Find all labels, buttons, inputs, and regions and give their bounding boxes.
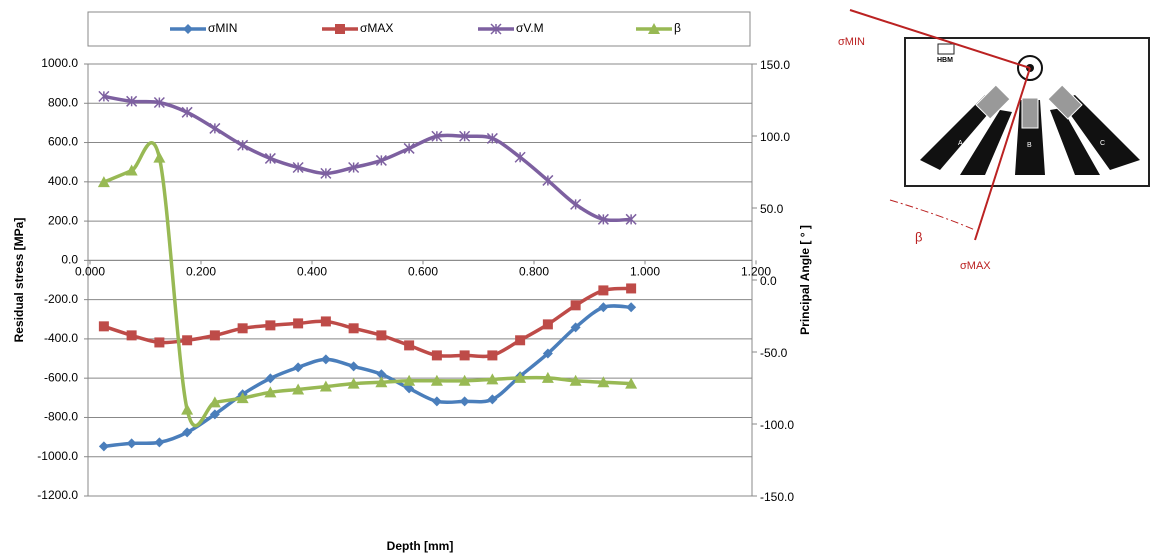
- y2-tick-label: 50.0: [760, 202, 784, 216]
- x-tick-label: 1.200: [741, 265, 771, 279]
- strain-gauge-diagram: σMIN σMAX β HBM A B C: [838, 10, 1149, 272]
- x-tick-label: 1.000: [630, 265, 660, 279]
- marker: [153, 152, 165, 163]
- grid-label: A: [958, 140, 963, 147]
- marker: [487, 350, 497, 360]
- legend-item: σMIN: [170, 21, 237, 35]
- marker: [460, 350, 470, 360]
- x-tick-label: 0.000: [75, 265, 105, 279]
- beta-label: β: [915, 229, 922, 244]
- marker: [127, 330, 137, 340]
- marker: [293, 362, 303, 372]
- marker: [321, 316, 331, 326]
- marker: [626, 302, 636, 312]
- y-tick-label: -1200.0: [37, 488, 78, 502]
- y2-tick-label: -50.0: [760, 346, 788, 360]
- y-tick-label: 200.0: [48, 213, 78, 227]
- marker: [460, 396, 470, 406]
- marker: [349, 323, 359, 333]
- x-tick-label: 0.200: [186, 265, 216, 279]
- sigma-max-label: σMAX: [960, 260, 991, 272]
- y-tick-label: 400.0: [48, 174, 78, 188]
- y2-tick-label: -150.0: [760, 490, 794, 504]
- marker: [182, 335, 192, 345]
- x-tick-label: 0.800: [519, 265, 549, 279]
- marker: [183, 24, 193, 34]
- marker: [321, 354, 331, 364]
- marker: [154, 437, 164, 447]
- marker: [571, 300, 581, 310]
- legend-item: β: [636, 21, 681, 35]
- brand-label: HBM: [937, 57, 953, 64]
- marker: [210, 123, 220, 133]
- y-tick-label: 800.0: [48, 95, 78, 109]
- grid-label: C: [1100, 140, 1105, 147]
- marker: [598, 285, 608, 295]
- marker: [571, 199, 581, 209]
- y2-tick-label: 150.0: [760, 58, 790, 72]
- marker: [210, 330, 220, 340]
- grid-b: [1022, 98, 1038, 128]
- marker: [154, 337, 164, 347]
- marker: [181, 404, 193, 415]
- y-tick-label: -1000.0: [37, 449, 78, 463]
- marker: [293, 318, 303, 328]
- legend-label: β: [674, 21, 681, 35]
- marker: [99, 441, 109, 451]
- y-tick-label: 1000.0: [41, 56, 78, 70]
- marker: [543, 319, 553, 329]
- x-tick-label: 0.400: [297, 265, 327, 279]
- marker: [349, 361, 359, 371]
- legend-item: σMAX: [322, 21, 393, 35]
- legend-label: σMAX: [360, 21, 393, 35]
- marker: [543, 175, 553, 185]
- y-axis-label: Residual stress [MPa]: [12, 218, 26, 343]
- y-tick-label: -200.0: [44, 292, 78, 306]
- sigma-min-label: σMIN: [838, 36, 865, 48]
- marker: [515, 335, 525, 345]
- y2-tick-label: -100.0: [760, 418, 794, 432]
- y-tick-label: -400.0: [44, 331, 78, 345]
- y2-axis-label: Principal Angle [ ° ]: [798, 225, 812, 335]
- y-tick-label: -600.0: [44, 370, 78, 384]
- legend-label: σV.M: [516, 21, 544, 35]
- marker: [238, 323, 248, 333]
- page: Residual stress [MPa] Principal Angle [ …: [0, 0, 1152, 559]
- y-tick-label: -800.0: [44, 410, 78, 424]
- marker: [432, 396, 442, 406]
- x-tick-label: 0.600: [408, 265, 438, 279]
- y2-tick-label: 100.0: [760, 130, 790, 144]
- x-axis-label: Depth [mm]: [387, 539, 454, 553]
- marker: [515, 152, 525, 162]
- y-tick-label: 600.0: [48, 135, 78, 149]
- series-line: [104, 96, 631, 220]
- marker: [265, 320, 275, 330]
- marker: [127, 438, 137, 448]
- marker: [404, 340, 414, 350]
- beta-arc: [890, 200, 975, 230]
- legend-label: σMIN: [208, 21, 237, 35]
- grid-label: B: [1027, 142, 1032, 149]
- marker: [376, 330, 386, 340]
- legend-item: σV.M: [478, 21, 544, 35]
- marker: [99, 321, 109, 331]
- marker: [432, 350, 442, 360]
- chart: Residual stress [MPa] Principal Angle [ …: [0, 0, 1152, 554]
- marker: [335, 24, 345, 34]
- marker: [626, 283, 636, 293]
